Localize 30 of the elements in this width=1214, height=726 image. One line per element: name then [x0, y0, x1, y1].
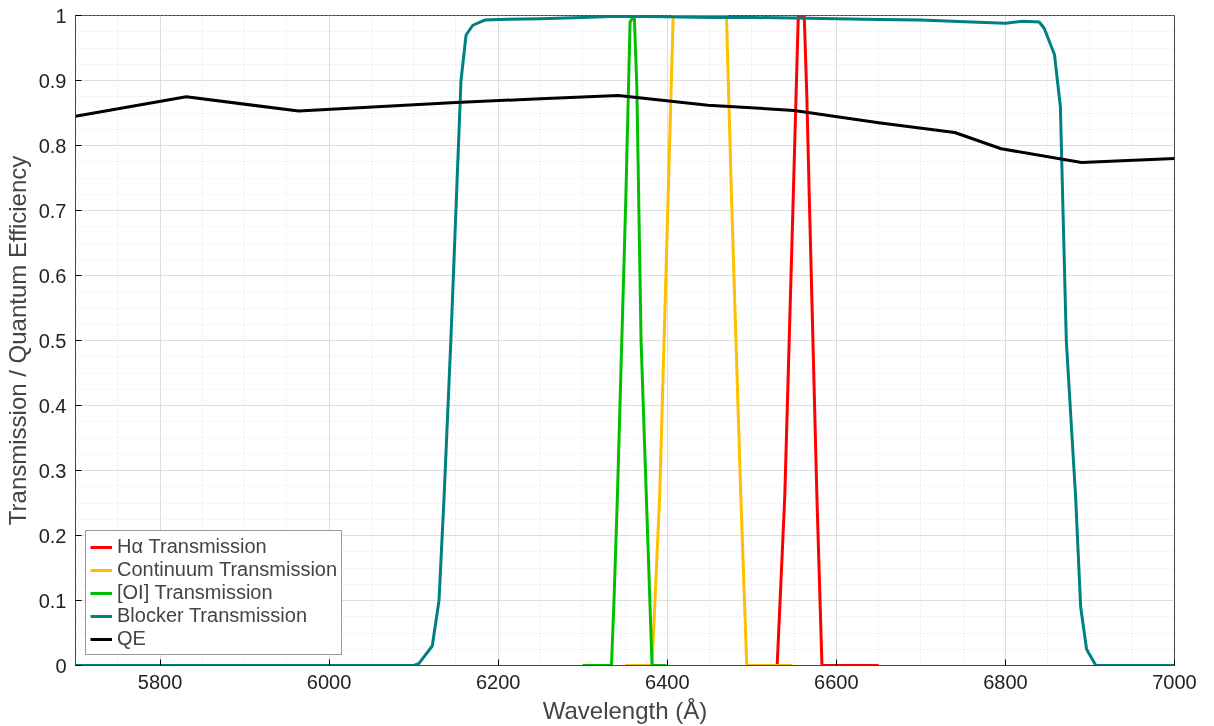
y-tick-label: 0.3: [38, 459, 67, 482]
x-axis-title: Wavelength (Å): [542, 696, 708, 724]
x-tick-label: 6800: [983, 670, 1028, 693]
y-tick-label: 0.2: [38, 524, 67, 547]
legend-label: [OI] Transmission: [117, 581, 273, 604]
y-tick-label: 1: [55, 4, 67, 27]
legend-label: Hα Transmission: [117, 535, 267, 558]
x-tick-label: 5800: [137, 670, 183, 693]
x-tick-label: 6400: [645, 670, 690, 693]
y-tick-label: 0: [55, 654, 67, 677]
legend-label: Blocker Transmission: [117, 604, 308, 627]
x-tick-label: 6200: [475, 670, 521, 693]
x-tick-label: 6600: [814, 670, 859, 693]
x-tick-label: 7000: [1152, 670, 1197, 693]
y-tick-label: 0.9: [38, 69, 67, 92]
y-tick-label: 0.8: [38, 134, 67, 157]
line-series: [581, 15, 668, 666]
y-tick-label: 0.1: [38, 589, 67, 612]
legend-label: Continuum Transmission: [117, 558, 338, 581]
line-series: [775, 15, 881, 666]
y-tick-label: 0.7: [38, 199, 67, 222]
y-tick-label: 0.6: [38, 264, 67, 287]
legend-label: QE: [117, 627, 146, 650]
x-tick-label: 6000: [306, 670, 352, 693]
y-axis-title: Transmission / Quantum Efficiency: [3, 155, 31, 526]
y-tick-label: 0.4: [38, 394, 67, 417]
line-series: [623, 15, 794, 666]
line-series: [75, 93, 1175, 164]
y-tick-label: 0.5: [38, 329, 67, 352]
line-series: [75, 15, 1175, 666]
